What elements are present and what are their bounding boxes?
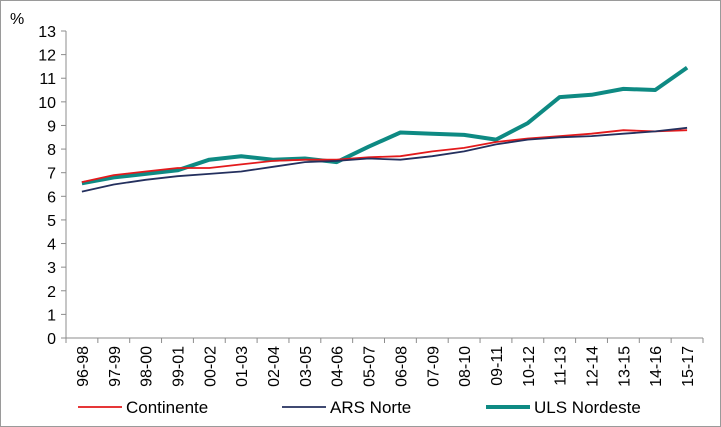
y-tick-label: 9: [47, 118, 56, 135]
y-tick-label: 7: [47, 166, 56, 183]
x-tick-label: 08-10: [457, 346, 474, 387]
y-tick-label: 2: [47, 284, 56, 301]
series-lines: [81, 65, 689, 193]
y-tick-label: 3: [47, 260, 56, 277]
y-tick-label: 12: [38, 48, 56, 65]
x-tick-label: 03-05: [298, 346, 315, 387]
x-tick-label: 99-01: [170, 346, 187, 387]
x-axis: 96-98 97-99 98-00 99-01 00-02 01-03 02-04 03-05…: [65, 337, 704, 387]
y-unit-label: %: [10, 11, 24, 28]
x-tick-label: 07-09: [425, 346, 442, 387]
y-tick-label: 0: [47, 331, 56, 348]
x-tick-label: 01-03: [234, 346, 251, 387]
y-tick-label: 8: [47, 142, 56, 159]
y-tick-label: 10: [38, 95, 56, 112]
series-line-ars-norte: [81, 126, 688, 193]
y-tick-label: 4: [47, 237, 56, 254]
x-tick-label: 06-08: [393, 346, 410, 387]
series-line-continente: [81, 129, 688, 183]
y-tick-label: 11: [39, 71, 56, 88]
y-tick-label: 1: [47, 307, 56, 324]
x-tick-label: 09-11: [489, 346, 506, 386]
x-tick-label: 05-07: [362, 346, 379, 387]
x-tick-label: 02-04: [266, 346, 283, 387]
y-tick-label: 13: [38, 24, 56, 41]
x-tick-label: 98-00: [139, 346, 156, 387]
x-tick-label: 11-13: [553, 346, 570, 386]
x-tick-label: 12-14: [585, 346, 602, 387]
x-tick-label: 15-17: [680, 346, 697, 387]
x-tick-label: 97-99: [107, 346, 124, 387]
series-line-uls-nordeste: [81, 65, 689, 186]
x-tick-label: 13-15: [616, 346, 633, 387]
x-tick-label: 10-12: [521, 346, 538, 387]
legend-label: Continente: [126, 398, 208, 417]
x-tick-label: 96-98: [75, 346, 92, 387]
x-tick-label: 00-02: [202, 346, 219, 387]
legend: Continente ARS Norte ULS Nordeste: [78, 398, 641, 417]
legend-label: ULS Nordeste: [534, 398, 641, 417]
x-tick-label: 14-16: [648, 346, 665, 387]
y-tick-label: 6: [47, 189, 56, 206]
x-tick-label: 04-06: [330, 346, 347, 387]
legend-label: ARS Norte: [330, 398, 411, 417]
y-tick-label: 5: [47, 213, 56, 230]
